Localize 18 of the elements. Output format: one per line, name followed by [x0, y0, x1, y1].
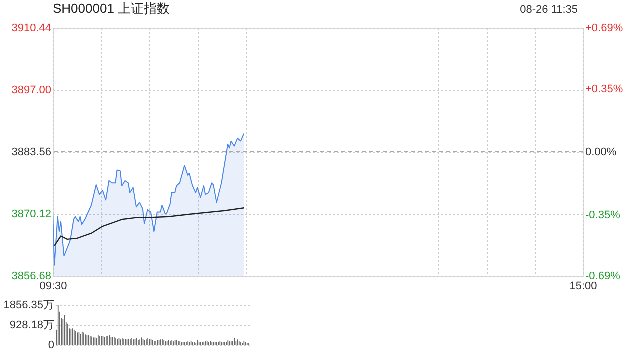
- x-tick-label: 09:30: [40, 280, 68, 292]
- y-tick-label: 0: [48, 340, 54, 352]
- chart-title: SH000001 上证指数: [53, 1, 170, 16]
- y-tick-label: 3883.56: [12, 146, 52, 158]
- y-tick-label: 3870.12: [12, 208, 52, 220]
- y2-tick-label: +0.35%: [586, 84, 624, 96]
- y2-tick-label: -0.35%: [586, 209, 621, 222]
- text: 08-26 11:35: [520, 4, 578, 16]
- y2-tick-label: -0.69%: [586, 270, 621, 282]
- line-series: [54, 207, 245, 247]
- y-tick-label: 1856.35万: [4, 300, 54, 312]
- y2-tick-label: 0.00%: [586, 146, 617, 158]
- y-tick-label: 3856.68: [12, 270, 52, 282]
- y-tick-label: 3910.44: [12, 22, 52, 34]
- y-tick-label: 3897.00: [12, 84, 52, 96]
- y2-tick-label: +0.69%: [586, 22, 624, 34]
- x-tick-label: 15:00: [570, 280, 598, 292]
- y-tick-label: 928.18万: [10, 320, 54, 332]
